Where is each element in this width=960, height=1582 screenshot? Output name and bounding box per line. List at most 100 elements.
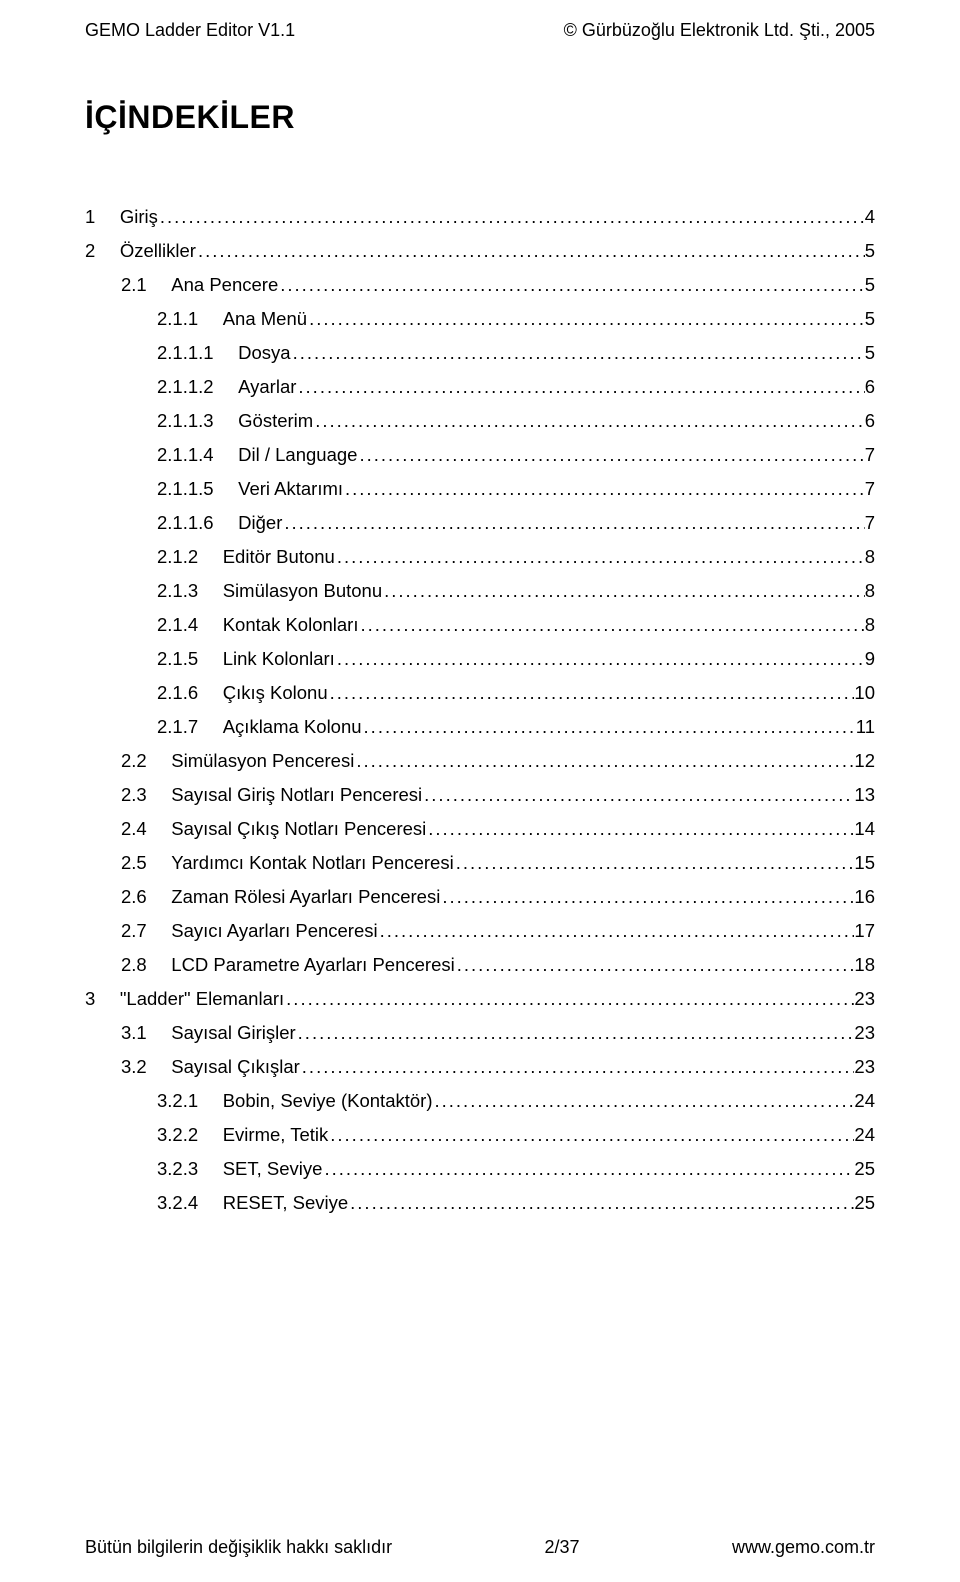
page-header: GEMO Ladder Editor V1.1 © Gürbüzoğlu Ele… <box>85 20 875 41</box>
toc-leader-dots <box>158 208 865 227</box>
toc-entry-label: Simülasyon Penceresi <box>167 752 354 771</box>
toc-entry-number: 2.1.6 <box>157 684 219 703</box>
toc-entry[interactable]: 3.2.2 Evirme, Tetik24 <box>85 1126 875 1145</box>
footer-center: 2/37 <box>545 1537 580 1558</box>
toc-entry-number: 1 <box>85 208 116 227</box>
toc-entry[interactable]: 2.5 Yardımcı Kontak Notları Penceresi 15 <box>85 854 875 873</box>
toc-entry[interactable]: 2 Özellikler 5 <box>85 242 875 261</box>
toc-entry-page: 25 <box>854 1160 875 1179</box>
toc-entry[interactable]: 3.2.3 SET, Seviye25 <box>85 1160 875 1179</box>
toc-entry[interactable]: 1 Giriş4 <box>85 208 875 227</box>
toc-entry-label: Ana Menü <box>219 310 307 329</box>
toc-leader-dots <box>357 446 864 465</box>
toc-entry[interactable]: 3.2.1 Bobin, Seviye (Kontaktör)24 <box>85 1092 875 1111</box>
toc-entry[interactable]: 3 "Ladder" Elemanları23 <box>85 990 875 1009</box>
toc-entry[interactable]: 2.1.1.4 Dil / Language7 <box>85 446 875 465</box>
toc-leader-dots <box>378 922 855 941</box>
toc-entry-label: Gösterim <box>234 412 313 431</box>
toc-entry-page: 9 <box>865 650 875 669</box>
toc-leader-dots <box>440 888 854 907</box>
toc-entry[interactable]: 3.2.4 RESET, Seviye25 <box>85 1194 875 1213</box>
toc-entry[interactable]: 2.8 LCD Parametre Ayarları Penceresi18 <box>85 956 875 975</box>
toc-entry-page: 4 <box>865 208 875 227</box>
toc-entry-page: 8 <box>865 616 875 635</box>
toc-entry-page: 11 <box>856 718 875 737</box>
toc-entry[interactable]: 2.2 Simülasyon Penceresi12 <box>85 752 875 771</box>
toc-leader-dots <box>382 582 865 601</box>
toc-entry[interactable]: 2.1.1 Ana Menü 5 <box>85 310 875 329</box>
toc-entry[interactable]: 2.3 Sayısal Giriş Notları Penceresi13 <box>85 786 875 805</box>
toc-entry-label: Simülasyon Butonu <box>219 582 382 601</box>
toc-entry[interactable]: 2.6 Zaman Rölesi Ayarları Penceresi 16 <box>85 888 875 907</box>
toc-entry-label: Özellikler <box>116 242 196 261</box>
footer-left: Bütün bilgilerin değişiklik hakkı saklıd… <box>85 1537 392 1558</box>
toc-entry-number: 3.1 <box>121 1024 167 1043</box>
toc-entry-page: 12 <box>854 752 875 771</box>
toc-entry-page: 7 <box>865 446 875 465</box>
toc-entry[interactable]: 2.1.4 Kontak Kolonları8 <box>85 616 875 635</box>
toc-entry-label: Editör Butonu <box>219 548 335 567</box>
toc-entry[interactable]: 2.1.1.6 Diğer7 <box>85 514 875 533</box>
toc-entry[interactable]: 2.1.3 Simülasyon Butonu 8 <box>85 582 875 601</box>
toc-leader-dots <box>422 786 854 805</box>
header-left: GEMO Ladder Editor V1.1 <box>85 20 295 41</box>
toc-entry-label: Link Kolonları <box>219 650 335 669</box>
toc-entry-label: Sayısal Çıkış Notları Penceresi <box>167 820 426 839</box>
toc-entry-label: Açıklama Kolonu <box>219 718 362 737</box>
toc-entry-number: 2.1.1 <box>157 310 219 329</box>
toc-leader-dots <box>328 1126 854 1145</box>
toc-entry[interactable]: 2.1.1.2 Ayarlar6 <box>85 378 875 397</box>
toc-entry-page: 6 <box>865 412 875 431</box>
toc-entry[interactable]: 2.7 Sayıcı Ayarları Penceresi17 <box>85 922 875 941</box>
toc-entry-label: Zaman Rölesi Ayarları Penceresi <box>167 888 440 907</box>
toc-entry-number: 2.1.3 <box>157 582 219 601</box>
toc-entry-page: 5 <box>865 310 875 329</box>
toc-entry[interactable]: 2.4 Sayısal Çıkış Notları Penceresi14 <box>85 820 875 839</box>
toc-leader-dots <box>348 1194 854 1213</box>
toc-leader-dots <box>196 242 865 261</box>
toc-leader-dots <box>322 1160 854 1179</box>
toc-entry-label: Ana Pencere <box>167 276 278 295</box>
toc-leader-dots <box>278 276 864 295</box>
toc-entry-number: 2.1 <box>121 276 167 295</box>
toc-entry-number: 2.1.1.3 <box>157 412 234 431</box>
toc-leader-dots <box>296 378 864 397</box>
toc-entry-label: Diğer <box>234 514 282 533</box>
toc-entry[interactable]: 2.1.1.1 Dosya5 <box>85 344 875 363</box>
toc-entry-number: 2.5 <box>121 854 167 873</box>
toc-entry[interactable]: 2.1.1.3 Gösterim 6 <box>85 412 875 431</box>
toc-entry-page: 16 <box>854 888 875 907</box>
toc-entry[interactable]: 2.1.5 Link Kolonları 9 <box>85 650 875 669</box>
toc-entry-page: 8 <box>865 582 875 601</box>
toc-leader-dots <box>307 310 865 329</box>
toc-leader-dots <box>313 412 865 431</box>
toc-entry[interactable]: 2.1.2 Editör Butonu8 <box>85 548 875 567</box>
toc-entry-number: 2 <box>85 242 116 261</box>
toc-entry[interactable]: 2.1.7 Açıklama Kolonu11 <box>85 718 875 737</box>
toc-entry-page: 15 <box>854 854 875 873</box>
toc-entry-page: 5 <box>865 242 875 261</box>
toc-entry-number: 3.2 <box>121 1058 167 1077</box>
toc-entry[interactable]: 2.1.6 Çıkış Kolonu10 <box>85 684 875 703</box>
toc-entry-number: 2.3 <box>121 786 167 805</box>
toc-entry-label: Sayısal Girişler <box>167 1024 295 1043</box>
toc-entry[interactable]: 3.2 Sayısal Çıkışlar23 <box>85 1058 875 1077</box>
toc-leader-dots <box>335 548 865 567</box>
footer-right: www.gemo.com.tr <box>732 1537 875 1558</box>
toc-entry-page: 5 <box>865 344 875 363</box>
toc-entry-page: 7 <box>865 514 875 533</box>
toc-entry-page: 6 <box>865 378 875 397</box>
toc-entry-number: 2.1.5 <box>157 650 219 669</box>
toc-entry[interactable]: 2.1.1.5 Veri Aktarımı7 <box>85 480 875 499</box>
toc-leader-dots <box>433 1092 855 1111</box>
toc-entry-label: Yardımcı Kontak Notları Penceresi <box>167 854 453 873</box>
toc-entry-label: Sayıcı Ayarları Penceresi <box>167 922 377 941</box>
toc-entry[interactable]: 2.1 Ana Pencere5 <box>85 276 875 295</box>
table-of-contents: 1 Giriş42 Özellikler52.1 Ana Pencere52.1… <box>85 208 875 1213</box>
toc-entry[interactable]: 3.1 Sayısal Girişler23 <box>85 1024 875 1043</box>
toc-leader-dots <box>284 990 854 1009</box>
toc-entry-page: 25 <box>854 1194 875 1213</box>
toc-entry-number: 2.1.2 <box>157 548 219 567</box>
toc-entry-page: 10 <box>854 684 875 703</box>
toc-entry-number: 2.6 <box>121 888 167 907</box>
